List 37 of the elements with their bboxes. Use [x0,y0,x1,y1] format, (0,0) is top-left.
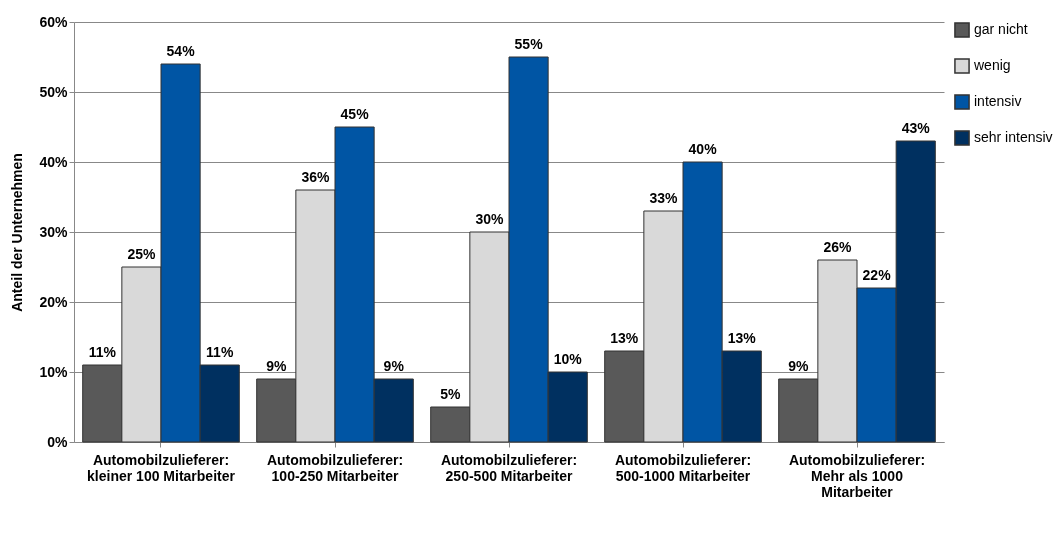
data-label: 54% [166,43,196,59]
y-tick-label: 40% [39,153,69,170]
y-axis-title: Anteil der Unternehmen [9,153,26,312]
y-tick-label: 10% [39,363,69,380]
data-label: 36% [301,169,330,185]
data-label: 9% [788,358,809,374]
data-label: 11% [206,344,234,360]
data-label: 9% [383,358,405,374]
x-tick-label: Automobilzulieferer: kleiner 100 Mitarbeiter [87,451,236,484]
data-label: 40% [688,141,718,157]
y-tick-label: 30% [39,223,69,240]
x-tick-label: Automobilzulieferer: Mehr als 1000 Mitarbeiter [788,451,926,500]
data-label: 22% [862,267,892,283]
legend-label: intensiv [974,93,1022,109]
data-label: 43% [901,120,931,136]
data-label: 13% [727,330,757,346]
y-tick-label: 60% [39,13,69,30]
data-label: 13% [610,330,639,346]
data-label: 26% [823,239,852,255]
legend-label: sehr intensiv [974,129,1053,145]
x-tick-label: Automobilzulieferer: 500-1000 Mitarbeiter [614,451,752,484]
data-label: 55% [514,36,544,52]
data-label: 33% [649,190,678,206]
y-tick-label: 20% [39,293,69,310]
data-label: 30% [475,211,504,227]
y-tick-label: 50% [39,83,69,100]
data-label: 9% [266,358,287,374]
x-tick-label: Automobilzulieferer: 250-500 Mitarbeiter [440,451,578,484]
data-label: 25% [127,246,156,262]
data-label: 11% [88,344,117,360]
data-label: 45% [340,106,370,122]
legend-label: wenig [973,57,1011,73]
y-tick-label: 0% [47,433,69,450]
data-label: 10% [553,351,583,367]
legend-label: gar nicht [974,21,1028,37]
data-label: 5% [440,386,461,402]
x-tick-label: Automobilzulieferer: 100-250 Mitarbeiter [266,451,404,484]
